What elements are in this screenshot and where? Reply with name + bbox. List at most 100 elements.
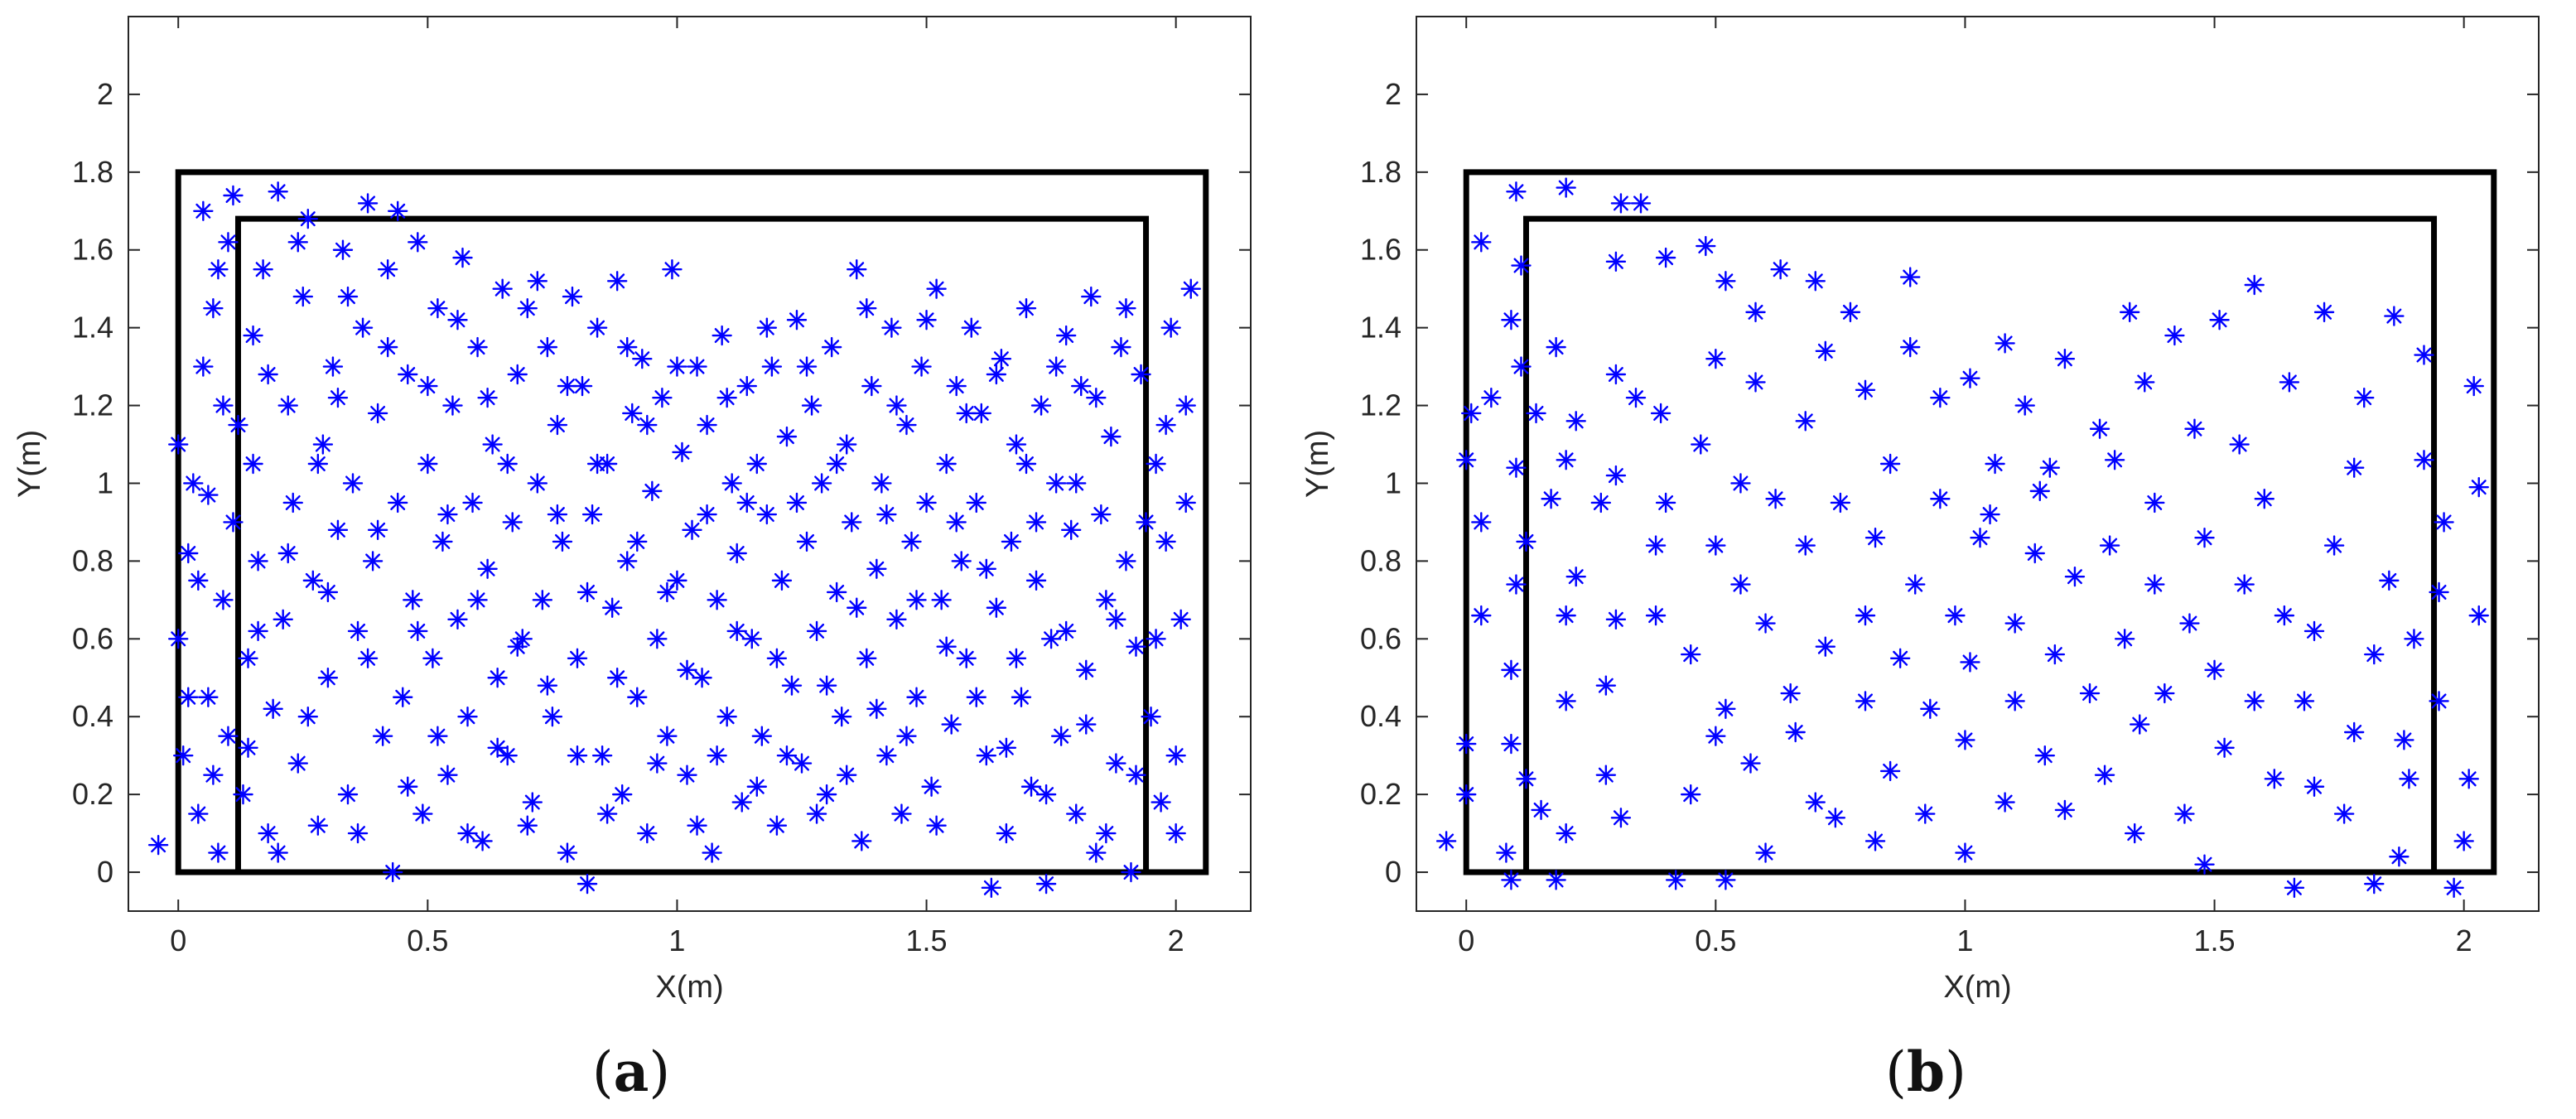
data-point-stroke: [1508, 184, 1524, 200]
data-point-stroke: [948, 514, 964, 530]
data-point-stroke: [1049, 475, 1064, 491]
caption-b: (b): [1885, 1039, 1966, 1104]
data-point: [1471, 512, 1492, 533]
data-point-stroke: [684, 522, 700, 538]
data-point: [946, 512, 967, 533]
data-point: [2303, 776, 2325, 797]
data-point-stroke: [859, 301, 875, 316]
data-point-stroke: [1108, 611, 1124, 627]
data-point-stroke: [719, 390, 735, 406]
data-point-stroke: [1718, 701, 1734, 716]
data-point-stroke: [1148, 631, 1164, 647]
data-point-stroke: [1903, 269, 1918, 285]
data-point-stroke: [978, 561, 994, 576]
data-point-stroke: [1593, 494, 1609, 510]
data-point: [1506, 574, 1527, 595]
data-point-stroke: [2431, 584, 2447, 600]
data-point-stroke: [829, 456, 845, 471]
data-point-stroke: [470, 592, 485, 608]
data-point: [1501, 659, 1522, 681]
data-point: [2468, 605, 2489, 626]
data-point-stroke: [844, 514, 860, 530]
data-point-stroke: [734, 794, 750, 810]
data-point: [1006, 434, 1027, 455]
data-point: [771, 570, 793, 591]
data-point: [1076, 659, 1097, 681]
data-point-stroke: [1708, 728, 1724, 744]
data-point: [442, 395, 463, 416]
data-point-stroke: [240, 740, 256, 755]
data-point-stroke: [410, 234, 426, 250]
data-point-stroke: [554, 533, 570, 549]
data-point-stroke: [1138, 514, 1154, 530]
data-point: [1980, 504, 2000, 525]
data-point: [1715, 698, 1736, 720]
data-point: [647, 629, 668, 649]
data-point-stroke: [2027, 546, 2043, 561]
x-tick-label: 0: [1458, 924, 1474, 957]
data-point-stroke: [2357, 390, 2372, 406]
data-point-stroke: [2007, 615, 2023, 631]
data-point: [2054, 349, 2076, 369]
data-point-stroke: [415, 806, 431, 822]
data-point: [422, 648, 443, 668]
data-point: [1840, 301, 1861, 323]
data-point-stroke: [2217, 740, 2232, 755]
data-point-stroke: [1019, 456, 1034, 471]
data-point: [741, 629, 762, 649]
data-point: [1900, 267, 1921, 287]
data-point: [581, 504, 603, 525]
data-point-stroke: [1773, 262, 1788, 277]
data-point-stroke: [679, 662, 695, 678]
data-point-stroke: [519, 301, 535, 316]
y-tick-label: 0.4: [1360, 699, 1401, 733]
data-point: [886, 395, 907, 416]
data-point: [1785, 721, 1806, 743]
data-point-stroke: [385, 865, 401, 880]
data-point-stroke: [1947, 608, 1963, 624]
data-point-stroke: [1893, 650, 1908, 666]
data-point-stroke: [600, 806, 615, 822]
data-point-stroke: [625, 405, 640, 421]
data-point: [1755, 842, 1776, 863]
data-point-stroke: [699, 507, 715, 523]
data-point-stroke: [2147, 576, 2163, 592]
data-point: [816, 675, 837, 696]
data-point-stroke: [938, 456, 954, 471]
data-point-stroke: [993, 351, 1009, 367]
data-point-stroke: [759, 507, 774, 523]
data-point: [1605, 251, 1627, 273]
data-point: [203, 764, 224, 785]
data-point-stroke: [953, 553, 969, 569]
data-point-stroke: [1113, 340, 1129, 355]
data-point-stroke: [390, 494, 406, 510]
data-point-stroke: [1173, 611, 1189, 627]
data-point: [896, 726, 917, 746]
data-point-stroke: [2117, 631, 2133, 647]
y-tick-label: 1.2: [1360, 388, 1401, 422]
data-point-stroke: [320, 584, 335, 600]
data-point: [347, 620, 369, 642]
data-point: [1151, 792, 1171, 813]
data-point-stroke: [2416, 347, 2432, 363]
data-point: [941, 714, 962, 735]
data-point-stroke: [889, 398, 904, 413]
data-point: [821, 336, 842, 358]
data-point-stroke: [1733, 475, 1749, 491]
data-point-stroke: [1932, 390, 1948, 406]
y-tick-label: 0.8: [1360, 543, 1401, 577]
data-point-stroke: [1513, 258, 1529, 273]
data-point-stroke: [1108, 755, 1124, 771]
data-point: [2135, 372, 2155, 393]
data-point-stroke: [330, 522, 345, 538]
data-point: [866, 698, 887, 720]
data-point: [2384, 306, 2405, 326]
data-point-stroke: [963, 320, 979, 335]
data-point: [2029, 480, 2050, 502]
data-point-stroke: [1508, 576, 1524, 592]
data-point: [591, 745, 613, 766]
outer-boundary: [1463, 169, 2497, 875]
data-point: [2004, 613, 2025, 634]
data-point: [2099, 535, 2120, 556]
data-point: [617, 551, 638, 572]
